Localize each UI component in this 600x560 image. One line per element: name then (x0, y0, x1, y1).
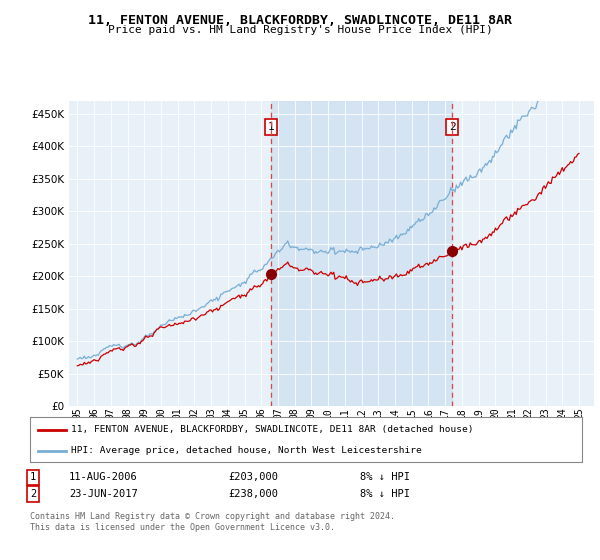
Text: 2: 2 (30, 489, 36, 499)
Text: 1: 1 (30, 472, 36, 482)
Text: 11, FENTON AVENUE, BLACKFORDBY, SWADLINCOTE, DE11 8AR: 11, FENTON AVENUE, BLACKFORDBY, SWADLINC… (88, 14, 512, 27)
Text: 8% ↓ HPI: 8% ↓ HPI (360, 472, 410, 482)
Text: 11, FENTON AVENUE, BLACKFORDBY, SWADLINCOTE, DE11 8AR (detached house): 11, FENTON AVENUE, BLACKFORDBY, SWADLINC… (71, 425, 474, 434)
Text: HPI: Average price, detached house, North West Leicestershire: HPI: Average price, detached house, Nort… (71, 446, 422, 455)
Bar (271, 101, 452, 406)
Text: Contains HM Land Registry data © Crown copyright and database right 2024.
This d: Contains HM Land Registry data © Crown c… (30, 512, 395, 532)
Text: 23-JUN-2017: 23-JUN-2017 (69, 489, 138, 499)
Text: 8% ↓ HPI: 8% ↓ HPI (360, 489, 410, 499)
Text: 11-AUG-2006: 11-AUG-2006 (69, 472, 138, 482)
Text: 2: 2 (449, 122, 455, 132)
Text: Price paid vs. HM Land Registry's House Price Index (HPI): Price paid vs. HM Land Registry's House … (107, 25, 493, 35)
Text: £203,000: £203,000 (228, 472, 278, 482)
Text: £238,000: £238,000 (228, 489, 278, 499)
Text: 1: 1 (268, 122, 274, 132)
